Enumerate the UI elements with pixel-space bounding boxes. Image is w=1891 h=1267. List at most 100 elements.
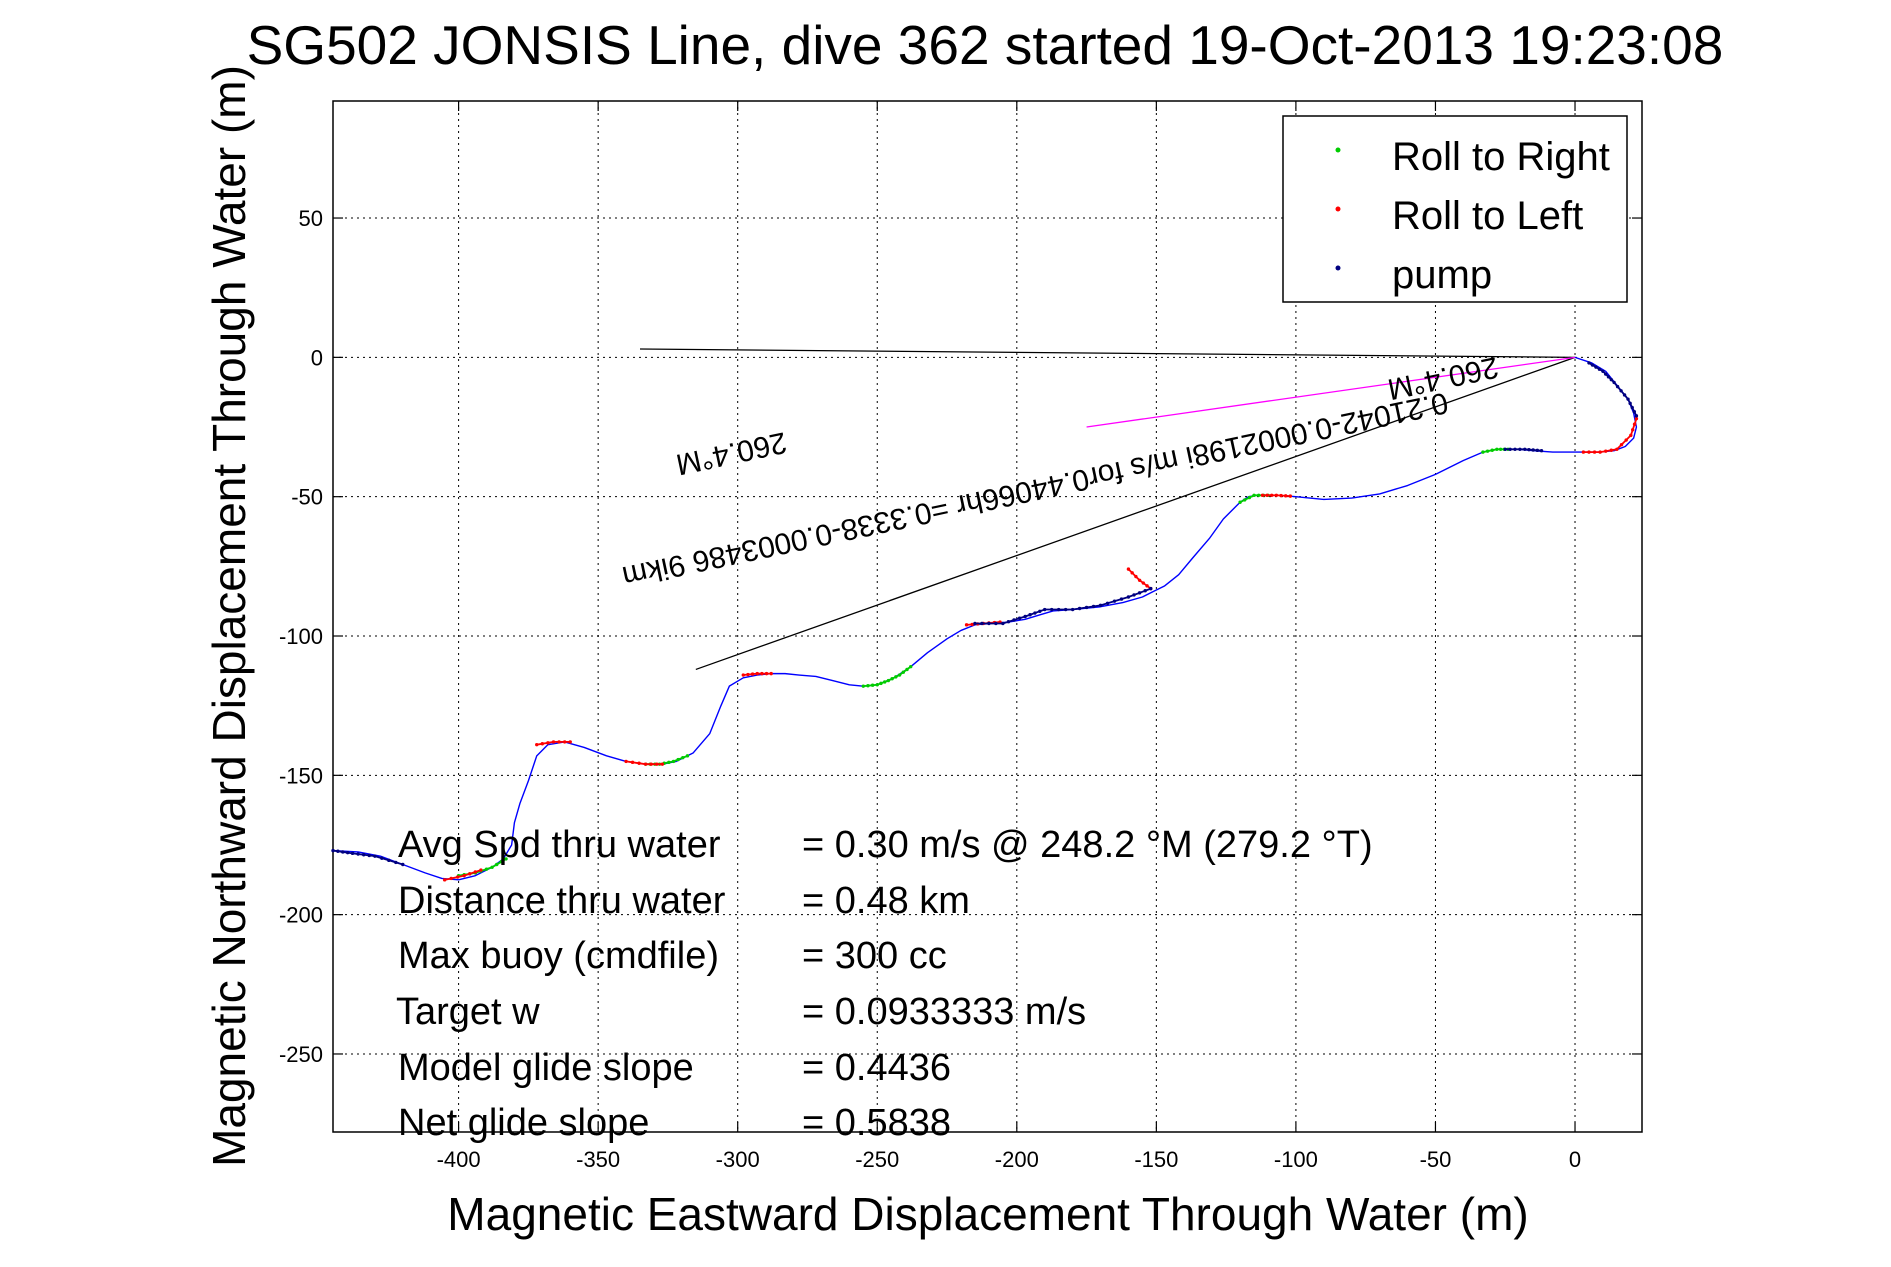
pump-point [1508,447,1512,452]
roll-left-point [1609,448,1613,452]
stat-label-target-w: Target w [396,991,540,1033]
pump-point [1001,621,1005,626]
pump-point [1601,369,1605,373]
roll-right-point [1256,493,1261,497]
y-tick-label: -50 [291,485,323,510]
roll-right-point [685,754,690,758]
y-tick-label: -150 [279,763,323,788]
stat-value-max-buoy: = 300 cc [802,935,947,977]
roll-left-point [1126,567,1131,571]
pump-point [1594,365,1598,369]
legend-marker-roll-right [1335,147,1341,153]
stat-label-net-glide: Net glide slope [398,1102,649,1144]
stat-label-max-buoy: Max buoy (cmdfile) [398,935,719,977]
pump-point [401,862,405,867]
pump-point [1606,375,1611,379]
pump-point [1033,611,1037,615]
pump-point [1523,447,1527,452]
y-axis-title: Magnetic Northward Displacement Through … [203,65,255,1167]
x-tick-label: -150 [1134,1147,1178,1172]
roll-left-point [1632,422,1637,426]
roll-right-point [870,683,875,687]
roll-left-point [449,876,453,881]
pump-point [1143,589,1147,593]
pump-point [1587,361,1591,365]
roll-right-point [681,755,685,760]
roll-left-point [551,740,556,744]
roll-left-point [964,623,969,627]
stat-label-avg-speed: Avg Spd thru water [398,824,721,866]
dive-stats: Avg Spd thru water = 0.30 m/s @ 248.2 °M… [396,824,1373,1144]
x-tick-label: -200 [995,1147,1039,1172]
roll-left-point [1581,450,1586,454]
x-tick-label: -250 [855,1147,899,1172]
pump-point [1531,448,1535,452]
pump-point [345,850,350,855]
x-tick-label: -100 [1274,1147,1318,1172]
roll-markers [331,361,1639,882]
pump-point [1126,595,1131,599]
roll-left-point [1598,450,1602,454]
axis-ticks: -400 -350 -300 -250 -200 -150 -100 -50 0 50 0 -50 -1… [279,101,1642,1172]
legend-label-pump: pump [1392,253,1492,297]
roll-right-point [886,678,891,683]
pump-point [1038,609,1042,613]
roll-right-point [879,681,883,686]
roll-left-point [1134,574,1138,579]
x-tick-label: 0 [1569,1147,1581,1172]
pump-point [373,854,377,858]
roll-left-point [1587,450,1591,454]
roll-right-point [1481,450,1485,454]
pump-point [1137,591,1142,595]
pump-point [341,850,345,854]
roll-left-point [764,671,769,676]
pump-point [1149,586,1153,591]
pump-point [380,856,384,860]
pump-point [1619,389,1623,393]
legend-item-pump: pump [1335,253,1492,297]
roll-right-point [490,865,494,869]
pump-point [394,860,398,865]
roll-left-point [1629,433,1633,438]
stat-label-model-glide: Model glide slope [398,1047,694,1089]
pump-point [1597,367,1602,371]
roll-left-point [760,671,764,676]
y-tick-label: -100 [279,624,323,649]
pump-point [1098,603,1103,608]
pump-point [1056,607,1061,612]
pump-point [1604,372,1608,376]
y-tick-label: -200 [279,903,323,928]
roll-left-point [643,762,648,766]
pump-point [1622,393,1627,397]
roll-left-point [750,672,755,676]
roll-left-point [970,622,974,627]
pump-point [1503,447,1507,452]
roll-left-point [741,673,745,677]
roll-left-point [546,741,550,745]
roll-right-point [909,664,913,669]
pump-point [1091,604,1096,609]
roll-left-point [1624,438,1628,442]
pump-point [1119,597,1124,601]
pump-point [1539,449,1544,453]
roll-left-point [1619,442,1624,447]
roll-left-point [1265,493,1269,497]
roll-left-point [1137,578,1142,582]
pump-point [1527,447,1531,452]
y-tick-label: 50 [299,206,323,231]
roll-left-point [462,873,466,878]
roll-right-point [1498,447,1503,452]
legend: Roll to Right Roll to Left pump [1282,115,1628,303]
roll-left-point [1145,584,1149,588]
pump-point [362,853,366,857]
roll-left-point [557,740,561,744]
x-axis-title: Magnetic Eastward Displacement Through W… [447,1188,1528,1240]
roll-right-point [866,683,870,688]
roll-left-point [637,761,641,765]
roll-left-point [655,762,659,766]
stat-label-distance: Distance thru water [398,880,726,922]
roll-left-point [1274,493,1279,497]
pump-point [356,852,360,856]
legend-marker-pump [1335,265,1341,271]
